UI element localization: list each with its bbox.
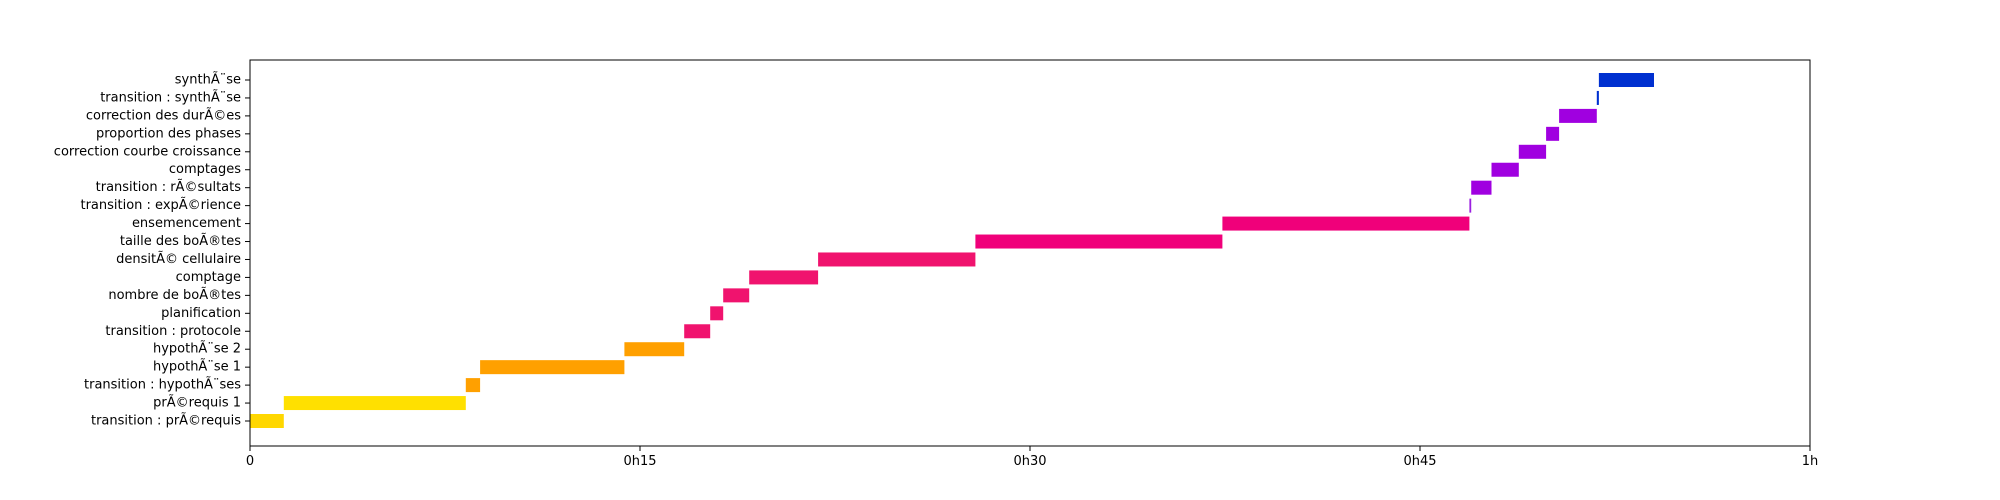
task-bar <box>710 306 724 321</box>
plot-frame <box>249 59 1811 447</box>
task-bar <box>1596 90 1599 105</box>
task-bar <box>1222 216 1470 231</box>
task-bar <box>1471 180 1492 195</box>
task-bar <box>1546 126 1560 141</box>
task-bar <box>465 378 481 393</box>
task-bar <box>1469 198 1472 213</box>
task-bar <box>283 396 466 411</box>
task-label: correction courbe croissance <box>54 144 241 159</box>
task-bars <box>250 73 1654 428</box>
task-label: hypothÃ¨se 2 <box>153 341 241 357</box>
task-bar <box>1598 73 1654 87</box>
task-label: prÃ©requis 1 <box>153 395 241 411</box>
task-bar <box>975 234 1223 249</box>
task-bar <box>723 288 750 303</box>
task-label: planification <box>161 306 241 321</box>
task-bar <box>1491 162 1519 177</box>
x-tick-label: 0h45 <box>1403 454 1436 469</box>
task-bar <box>1518 144 1547 159</box>
task-labels: transition : prÃ©requis prÃ©requis 1 trans… <box>54 72 250 429</box>
task-label: transition : rÃ©sultats <box>96 179 242 195</box>
task-label: transition : synthÃ¨se <box>100 89 241 105</box>
task-bar <box>749 270 819 285</box>
task-label: hypothÃ¨se 1 <box>153 359 241 375</box>
task-bar <box>1559 108 1597 123</box>
task-bar <box>818 252 976 267</box>
task-label: comptage <box>176 270 241 285</box>
x-axis-ticks: 0 0h15 0h30 0h45 1h <box>246 446 1818 469</box>
task-label: transition : expÃ©rience <box>80 197 241 213</box>
task-label: densitÃ© cellulaire <box>116 251 241 267</box>
plot-area <box>250 60 1810 446</box>
task-bar <box>480 360 625 375</box>
task-label: synthÃ¨se <box>175 72 241 88</box>
task-label: transition : protocole <box>105 324 241 339</box>
task-label: transition : hypothÃ¨ses <box>84 377 241 393</box>
task-label: comptages <box>169 162 241 177</box>
x-tick-label: 0h15 <box>623 454 656 469</box>
task-bar <box>624 342 685 357</box>
task-bar <box>250 414 284 428</box>
x-tick-label: 0h30 <box>1013 454 1046 469</box>
task-label: proportion des phases <box>96 126 241 141</box>
task-bar <box>684 324 711 339</box>
task-label: transition : prÃ©requis <box>91 413 241 429</box>
x-tick-label: 1h <box>1802 454 1819 469</box>
task-label: correction des durÃ©es <box>86 107 241 123</box>
task-label: taille des boÃ®tes <box>120 233 241 249</box>
task-label: nombre de boÃ®tes <box>108 287 241 303</box>
x-tick-label: 0 <box>246 454 254 469</box>
task-label: ensemencement <box>132 216 241 231</box>
